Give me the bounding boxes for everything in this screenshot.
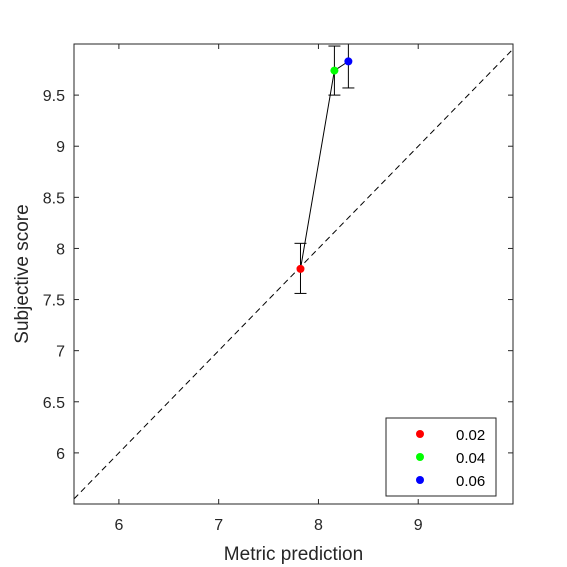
y-tick-label: 9 <box>56 139 65 156</box>
legend-marker-0.04 <box>416 453 424 461</box>
y-tick-label: 7 <box>56 344 65 361</box>
plot-area-frame <box>73 43 514 505</box>
data-point-0.04 <box>330 66 339 75</box>
x-tick-label: 7 <box>214 517 223 534</box>
y-tick-label: 7.5 <box>43 293 65 310</box>
x-tick-label: 9 <box>414 517 423 534</box>
y-tick-label: 9.5 <box>43 88 65 105</box>
data-point-0.06 <box>344 57 353 66</box>
x-tick-label: 6 <box>114 517 123 534</box>
error-bar <box>342 43 355 89</box>
legend-label-0.02: 0.02 <box>456 427 485 444</box>
y-tick-label: 8 <box>56 241 65 258</box>
x-axis-title: Metric prediction <box>224 544 363 565</box>
series-connector-line <box>299 60 349 269</box>
legend-box <box>385 417 497 497</box>
y-tick-label: 8.5 <box>43 190 65 207</box>
y-tick-label: 6.5 <box>43 395 65 412</box>
legend-marker-0.06 <box>416 476 424 484</box>
legend-label-0.04: 0.04 <box>456 450 485 467</box>
y-axis-title: Subjective score <box>12 204 33 343</box>
legend-label-0.06: 0.06 <box>456 473 485 490</box>
data-point-0.02 <box>296 264 305 273</box>
legend-marker-0.02 <box>416 430 424 438</box>
identity-line <box>73 48 514 500</box>
y-tick-label: 6 <box>56 446 65 463</box>
x-tick-label: 8 <box>314 517 323 534</box>
